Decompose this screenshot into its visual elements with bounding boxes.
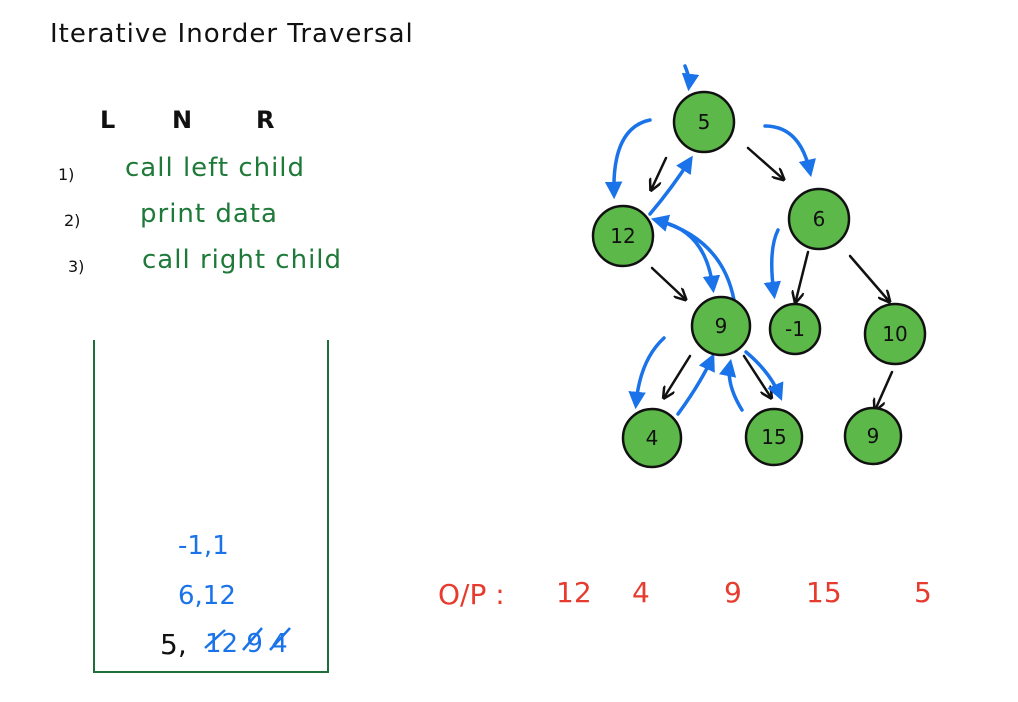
step-3-number: 3) <box>68 257 84 276</box>
stack-row-top: -1,1 <box>178 531 229 561</box>
edge-10-9 <box>876 370 894 408</box>
step-1-text: call left child <box>125 153 305 183</box>
edge-9-4 <box>665 354 692 396</box>
output-value-1: 12 <box>556 576 592 609</box>
strike-mark <box>242 627 263 651</box>
arrow-9-to-15 <box>744 350 784 401</box>
svg-text:15: 15 <box>761 425 786 449</box>
tree-node-6: 6 <box>787 187 851 251</box>
output-value-3: 9 <box>724 576 742 609</box>
order-label-n: N <box>172 106 192 134</box>
entry-arrow <box>681 64 700 92</box>
tree-edges <box>650 146 894 408</box>
svg-text:5: 5 <box>698 110 711 134</box>
tree-node-9-left: 9 <box>690 295 752 357</box>
arrow-4-to-9 <box>676 353 715 416</box>
traversal-arrows <box>604 64 816 416</box>
edge-9-15 <box>742 354 770 396</box>
order-label-r: R <box>256 106 274 134</box>
edge-12-9 <box>650 266 684 298</box>
stack-container <box>93 340 329 673</box>
arrow-12-to-5 <box>648 155 693 216</box>
strike-mark <box>204 629 226 649</box>
step-3-text: call right child <box>142 245 342 275</box>
edge-6-m1 <box>796 250 810 300</box>
output-value-5: 5 <box>914 576 932 609</box>
edge-6-10 <box>848 254 888 300</box>
output-value-2: 4 <box>632 576 650 609</box>
svg-text:9: 9 <box>715 314 728 338</box>
order-label-l: L <box>100 106 115 134</box>
edge-5-6 <box>746 146 782 178</box>
arrow-9-to-4 <box>628 336 666 410</box>
tree-node-10: 10 <box>863 302 927 366</box>
arrow-5-to-6 <box>763 124 816 178</box>
tree-node-9-right: 9 <box>843 406 903 466</box>
tree-node-5: 5 <box>672 90 736 154</box>
arrow-6-to-m1 <box>763 228 782 300</box>
arrow-15-to-9 <box>719 358 744 412</box>
output-label: O/P : <box>438 578 505 611</box>
svg-text:12: 12 <box>610 224 635 248</box>
tree-node-12: 12 <box>591 204 655 268</box>
tree-node-4: 4 <box>621 407 683 469</box>
arrow-5-to-12 <box>604 118 652 200</box>
svg-text:6: 6 <box>813 207 826 231</box>
arrow-9-to-12 <box>650 214 736 302</box>
stack-row-middle: 6,12 <box>178 581 236 611</box>
svg-text:-1: -1 <box>785 317 805 341</box>
step-2-number: 2) <box>64 211 80 230</box>
strike-mark <box>269 627 291 651</box>
svg-text:9: 9 <box>867 424 880 448</box>
tree-node-15: 15 <box>744 407 804 467</box>
stack-row-bottom-prefix: 5, <box>160 628 187 661</box>
tree-node-minus-1: -1 <box>768 302 822 356</box>
svg-text:4: 4 <box>646 426 659 450</box>
edge-5-12 <box>652 156 668 188</box>
output-value-4: 15 <box>806 576 842 609</box>
step-2-text: print data <box>140 199 278 229</box>
svg-text:10: 10 <box>882 322 907 346</box>
step-1-number: 1) <box>58 165 74 184</box>
page-title: Iterative Inorder Traversal <box>50 19 414 49</box>
